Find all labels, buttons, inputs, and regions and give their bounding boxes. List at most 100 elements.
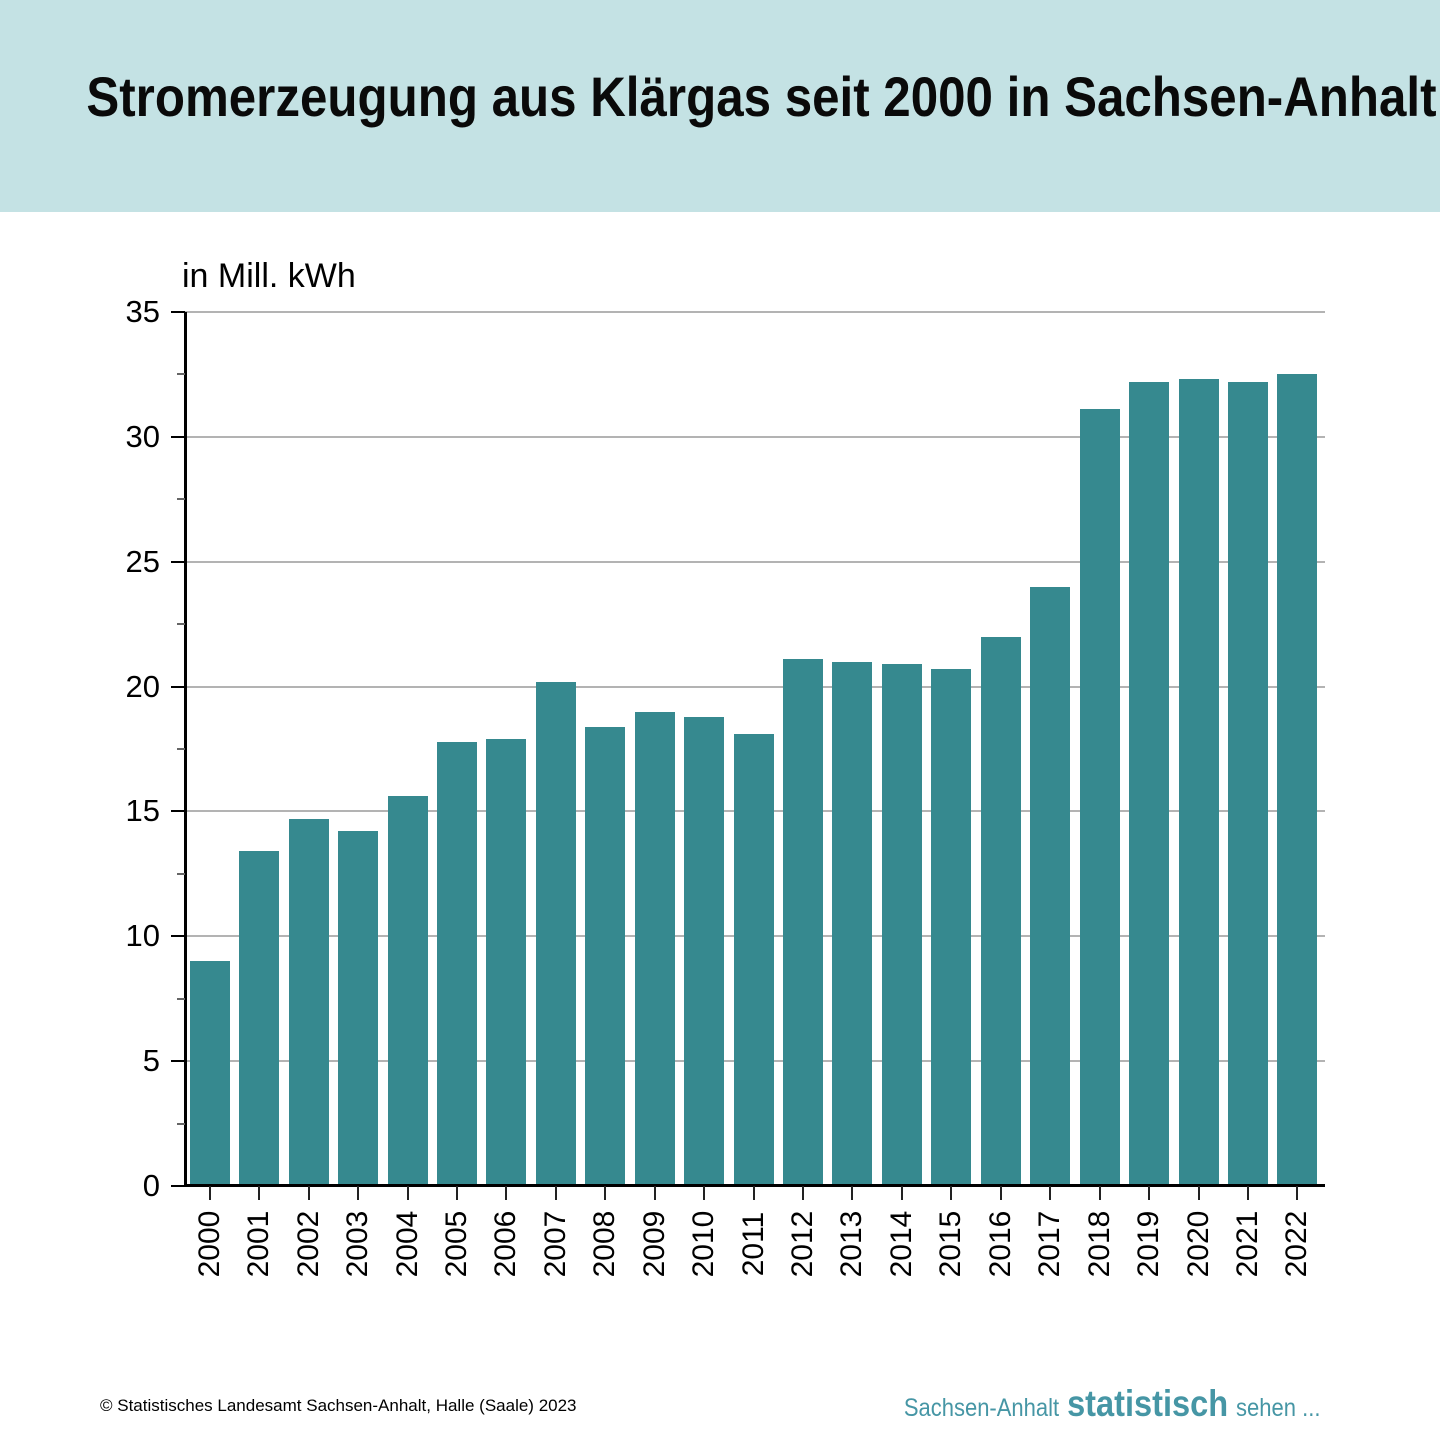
y-tick-label-15: 15: [125, 793, 160, 829]
x-tick-label-2008: 2008: [588, 1210, 622, 1278]
x-tick-2005: [456, 1186, 459, 1200]
bar-2014: [881, 664, 922, 1186]
x-tick-2008: [604, 1186, 607, 1200]
x-tick-2020: [1197, 1186, 1200, 1200]
x-tick-label-2004: 2004: [390, 1210, 424, 1278]
bar-2009: [634, 711, 675, 1186]
footer-brand: Sachsen-Anhalt statistisch sehen ...: [903, 1383, 1320, 1425]
x-tick-label-2021: 2021: [1230, 1210, 1264, 1278]
y-axis-line: [184, 312, 187, 1186]
y-major-tick-30: [171, 435, 185, 438]
y-tick-label-5: 5: [142, 1043, 160, 1079]
x-tick-2022: [1296, 1186, 1299, 1200]
y-major-tick-0: [171, 1185, 185, 1187]
bar-2001: [239, 851, 280, 1186]
x-tick-label-2001: 2001: [242, 1210, 276, 1278]
x-tick-label-2019: 2019: [1132, 1210, 1166, 1278]
y-tick-label-30: 30: [125, 418, 160, 454]
x-tick-label-2013: 2013: [835, 1210, 869, 1278]
gridline-20: [185, 685, 1325, 688]
bar-2015: [931, 669, 972, 1186]
x-tick-label-2003: 2003: [341, 1210, 375, 1278]
y-major-tick-5: [171, 1060, 185, 1063]
x-tick-label-2010: 2010: [687, 1210, 721, 1278]
x-tick-2019: [1148, 1186, 1151, 1200]
y-major-tick-35: [171, 311, 185, 313]
bar-2017: [1030, 586, 1071, 1186]
bar-2000: [189, 961, 230, 1186]
x-tick-label-2002: 2002: [291, 1210, 325, 1278]
x-tick-2010: [703, 1186, 706, 1200]
bar-2003: [338, 831, 379, 1186]
bar-2012: [783, 659, 824, 1186]
y-minor-tick-22.5: [177, 623, 185, 626]
gridline-25: [185, 560, 1325, 563]
x-tick-label-2014: 2014: [884, 1210, 918, 1278]
bar-2018: [1079, 409, 1120, 1186]
x-tick-label-2011: 2011: [736, 1211, 770, 1277]
x-tick-label-2009: 2009: [637, 1210, 671, 1278]
y-axis-unit-label: in Mill. kWh: [182, 257, 356, 295]
x-tick-2007: [554, 1186, 557, 1200]
bar-2013: [832, 661, 873, 1186]
x-tick-2009: [653, 1186, 656, 1200]
x-tick-label-2015: 2015: [934, 1210, 968, 1278]
x-tick-2014: [900, 1186, 903, 1200]
bar-chart-plot-area: in Mill. kWh 0 5 10 15 20 25 30 35 2000 2001 2002 2…: [126, 257, 1325, 1277]
bar-2007: [535, 681, 576, 1186]
y-minor-tick-27.5: [177, 498, 185, 501]
y-major-tick-20: [171, 685, 185, 688]
header-band: Stromerzeugung aus Klärgas seit 2000 in …: [0, 0, 1440, 212]
bar-2011: [733, 734, 774, 1186]
bar-2022: [1277, 374, 1318, 1186]
x-tick-2015: [950, 1186, 953, 1200]
y-tick-label-35: 35: [125, 294, 160, 329]
y-minor-tick-32.5: [177, 373, 185, 376]
x-tick-2000: [208, 1186, 211, 1200]
x-tick-label-2022: 2022: [1280, 1210, 1314, 1278]
y-minor-tick-2.5: [177, 1122, 185, 1125]
page-title: Stromerzeugung aus Klärgas seit 2000 in …: [86, 65, 1437, 128]
y-major-tick-15: [171, 810, 185, 813]
bar-2021: [1227, 381, 1268, 1186]
bar-2008: [585, 726, 626, 1186]
x-tick-label-2005: 2005: [440, 1210, 474, 1278]
x-tick-label-2007: 2007: [538, 1210, 572, 1278]
x-tick-2018: [1098, 1186, 1101, 1200]
bar-2019: [1129, 381, 1170, 1186]
gridline-30: [185, 435, 1325, 438]
brand-suffix: sehen ...: [1235, 1394, 1320, 1422]
x-tick-label-2006: 2006: [489, 1210, 523, 1278]
bar-2004: [387, 796, 428, 1186]
x-tick-2002: [307, 1186, 310, 1200]
x-tick-2011: [752, 1186, 755, 1200]
x-tick-label-2020: 2020: [1181, 1210, 1215, 1278]
y-minor-tick-12.5: [177, 872, 185, 875]
y-tick-label-10: 10: [125, 918, 160, 954]
x-tick-2004: [406, 1186, 409, 1200]
x-tick-2001: [258, 1186, 261, 1200]
bar-2016: [980, 636, 1021, 1186]
gridline-35: [185, 311, 1325, 313]
y-minor-tick-17.5: [177, 748, 185, 750]
bar-2020: [1178, 379, 1219, 1186]
y-tick-label-25: 25: [125, 543, 160, 579]
x-axis-line: [184, 1184, 1325, 1187]
x-tick-2003: [357, 1186, 360, 1200]
y-minor-tick-7.5: [177, 997, 185, 1000]
x-tick-2013: [851, 1186, 854, 1200]
x-tick-2016: [999, 1186, 1002, 1200]
x-tick-label-2017: 2017: [1033, 1210, 1067, 1278]
x-tick-label-2012: 2012: [786, 1210, 820, 1278]
y-tick-label-0: 0: [142, 1168, 160, 1203]
y-tick-label-20: 20: [125, 668, 160, 704]
x-tick-label-2016: 2016: [983, 1210, 1017, 1278]
bar-2005: [437, 741, 478, 1186]
bar-2010: [684, 716, 725, 1186]
y-major-tick-25: [171, 560, 185, 563]
bar-2006: [486, 739, 527, 1186]
bar-2002: [288, 818, 329, 1186]
x-tick-2012: [802, 1186, 805, 1200]
x-tick-label-2018: 2018: [1082, 1210, 1116, 1278]
x-tick-2021: [1246, 1186, 1249, 1200]
